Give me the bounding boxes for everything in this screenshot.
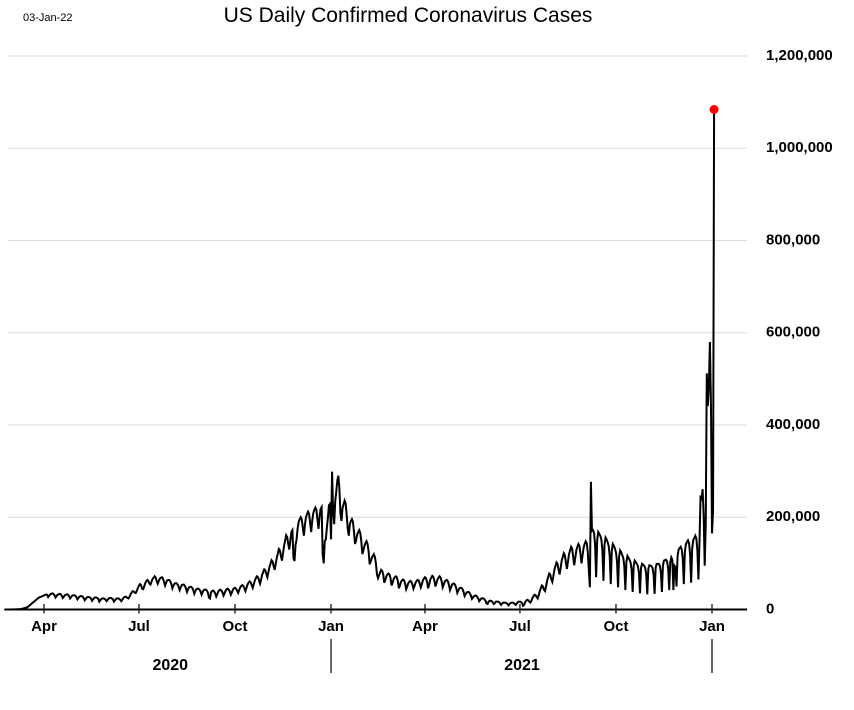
y-tick-label: 200,000 <box>766 508 820 525</box>
x-tick-label: Apr <box>31 618 57 635</box>
gridlines <box>8 55 747 518</box>
x-tick-label: Oct <box>222 618 247 635</box>
y-tick-label: 800,000 <box>766 231 820 248</box>
peak-marker-dot <box>709 105 719 115</box>
x-tick-label: Jul <box>509 618 531 635</box>
y-tick-label: 0 <box>766 600 774 617</box>
x-tick-label: Jul <box>128 618 150 635</box>
x-axis <box>8 604 747 673</box>
x-tick-label: Apr <box>412 618 438 635</box>
y-tick-label: 600,000 <box>766 324 820 341</box>
data-series <box>4 105 719 611</box>
y-tick-label: 1,200,000 <box>766 47 833 64</box>
x-tick-label: Oct <box>603 618 628 635</box>
year-label: 2021 <box>504 657 540 674</box>
axis-labels: 0 200,000 400,000 600,000 800,000 1,000,000 1,… <box>31 47 833 674</box>
cases-line-series <box>4 109 716 611</box>
chart-title: US Daily Confirmed Coronavirus Cases <box>223 4 593 27</box>
y-tick-label: 1,000,000 <box>766 139 833 156</box>
x-tick-label: Jan <box>699 618 725 635</box>
report-date-label: 03-Jan-22 <box>23 12 73 24</box>
year-label: 2020 <box>152 657 188 674</box>
x-tick-label: Jan <box>318 618 344 635</box>
y-tick-label: 400,000 <box>766 416 820 433</box>
